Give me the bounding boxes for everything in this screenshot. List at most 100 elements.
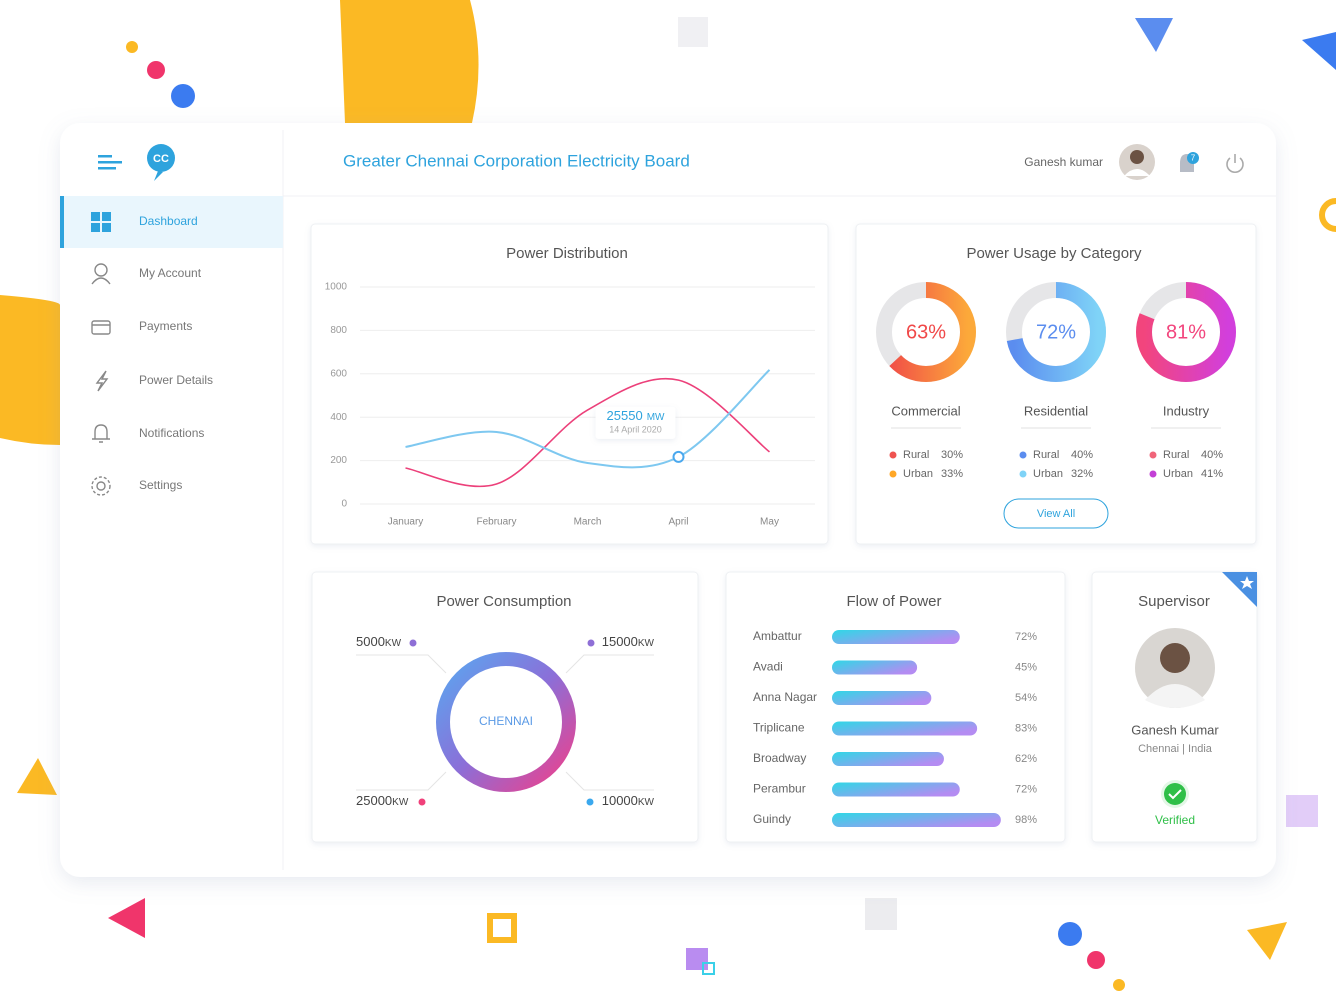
deco-square xyxy=(702,962,715,975)
legend-value: 33% xyxy=(941,468,963,480)
deco-square xyxy=(678,17,708,47)
donut-arc xyxy=(876,282,976,382)
deco-triangle xyxy=(1135,18,1173,52)
donut-arc xyxy=(1136,282,1236,382)
button[interactable] xyxy=(1003,498,1109,529)
bar xyxy=(832,752,944,766)
data-point xyxy=(672,450,685,463)
legend-value: 40% xyxy=(1071,449,1093,461)
menu-item[interactable]: Settings xyxy=(139,478,182,492)
deco-ring xyxy=(1319,198,1336,232)
deco-square xyxy=(686,948,708,970)
chart-title: Power Distribution xyxy=(506,245,628,262)
deco-triangle xyxy=(1247,922,1287,960)
star-icon xyxy=(1240,576,1254,589)
consumption-label: 25000KW xyxy=(356,793,409,808)
bar-label: Broadway xyxy=(753,751,806,765)
label-dot xyxy=(418,798,426,806)
bar-label: Guindy xyxy=(753,812,791,826)
power-icon[interactable] xyxy=(1226,154,1244,173)
hamburger[interactable] xyxy=(98,155,122,170)
tooltip-unit: MW xyxy=(647,412,665,423)
consumption-unit: KW xyxy=(638,797,655,808)
user-name: Ganesh kumar xyxy=(1024,155,1103,169)
panel xyxy=(310,223,829,545)
bar-label: Perambur xyxy=(753,782,806,796)
tooltip-value: 25550 MW xyxy=(607,408,665,423)
menu-item[interactable]: Dashboard xyxy=(139,214,198,228)
y-tick-label: 0 xyxy=(341,499,347,510)
category-label: Commercial xyxy=(891,403,960,418)
ring xyxy=(436,652,576,792)
x-tick-label: April xyxy=(668,517,688,528)
bar xyxy=(832,630,960,644)
series-line xyxy=(405,369,771,469)
donut-arc xyxy=(1006,282,1106,382)
bar xyxy=(832,691,932,705)
menu-item[interactable]: Notifications xyxy=(139,426,204,440)
menu-item[interactable]: Power Details xyxy=(139,373,213,387)
menu-active-bg xyxy=(60,196,283,248)
leader-line xyxy=(565,654,654,674)
panel xyxy=(725,571,1066,843)
bar-value: 72% xyxy=(1015,631,1037,643)
legend-value: 32% xyxy=(1071,468,1093,480)
y-tick-label: 800 xyxy=(330,325,347,336)
bar xyxy=(832,813,1001,827)
consumption-value: 15000 xyxy=(602,634,638,649)
bar-label: Anna Nagar xyxy=(753,690,817,704)
logo-bolt xyxy=(154,171,163,181)
chart-title: Power Consumption xyxy=(436,593,571,610)
supervisor-title: Supervisor xyxy=(1138,593,1210,610)
consumption-label: 15000KW xyxy=(602,634,655,649)
tooltip-number: 25550 xyxy=(607,408,643,423)
consumption-unit: KW xyxy=(638,638,655,649)
legend-dot xyxy=(1019,470,1027,478)
y-tick-label: 200 xyxy=(330,455,347,466)
consumption-unit: KW xyxy=(392,797,409,808)
deco-dot xyxy=(1087,951,1105,969)
check-mark xyxy=(1168,789,1182,800)
consumption-value: 5000 xyxy=(356,634,385,649)
chart-title: Flow of Power xyxy=(846,593,941,610)
consumption-label: 10000KW xyxy=(602,793,655,808)
button-label: View All xyxy=(1037,508,1075,520)
bar-value: 72% xyxy=(1015,783,1037,795)
notification-count: 7 xyxy=(1191,154,1196,163)
donut-value: 63% xyxy=(906,321,946,343)
y-tick-label: 400 xyxy=(330,412,347,423)
menu-item[interactable]: My Account xyxy=(139,266,202,280)
deco-dot xyxy=(1113,979,1125,991)
consumption-label: 5000KW xyxy=(356,634,402,649)
avatar-face xyxy=(1130,150,1144,164)
legend-name: Urban xyxy=(1163,468,1193,480)
x-tick-label: March xyxy=(574,517,602,528)
legend-name: Rural xyxy=(1163,449,1189,461)
label-dot xyxy=(586,798,594,806)
legend-value: 30% xyxy=(941,449,963,461)
supervisor-name: Ganesh Kumar xyxy=(1131,722,1219,737)
legend-value: 41% xyxy=(1201,468,1223,480)
legend-value: 40% xyxy=(1201,449,1223,461)
category-label: Residential xyxy=(1024,403,1088,418)
avatar-face xyxy=(1160,643,1190,673)
avatar-shirt xyxy=(1145,684,1205,708)
bar xyxy=(832,721,978,736)
menu-icon xyxy=(91,212,111,232)
chart-title: Power Usage by Category xyxy=(966,245,1142,262)
deco-triangle xyxy=(108,898,145,938)
donut-value: 81% xyxy=(1166,321,1206,343)
legend-dot xyxy=(889,470,897,478)
bar-value: 83% xyxy=(1015,722,1037,734)
y-tick-label: 1000 xyxy=(325,282,348,293)
legend-name: Rural xyxy=(1033,449,1059,461)
deco-shape xyxy=(0,295,60,445)
deco-dot xyxy=(147,61,165,79)
menu-item[interactable]: Payments xyxy=(139,319,192,333)
y-tick-label: 600 xyxy=(330,368,347,379)
deco-dot xyxy=(1058,922,1082,946)
x-tick-label: January xyxy=(388,517,424,528)
verified-icon xyxy=(1164,783,1186,805)
